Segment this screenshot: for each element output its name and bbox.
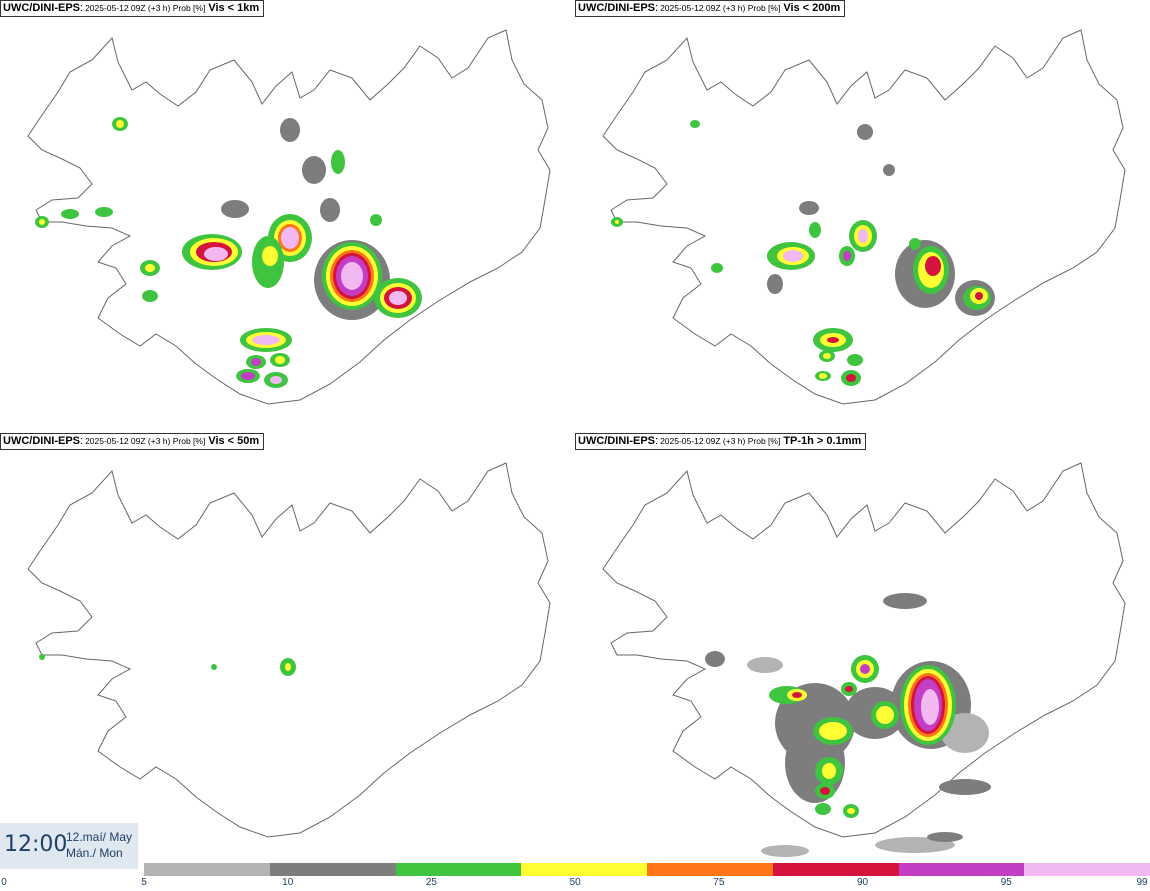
colorbar-segment	[772, 863, 899, 876]
model-label: UWC/DINI-EPS	[3, 2, 80, 14]
colorbar-tick-label: 95	[1000, 877, 1012, 888]
colorbar-ticks: 0 5 10 25 50 75 90 95 99	[0, 877, 1150, 891]
model-label: UWC/DINI-EPS	[3, 435, 80, 447]
param-label: Vis < 200m	[783, 2, 841, 14]
colorbar-tick-label: 90	[857, 877, 869, 888]
colorbar-tick-label: 5	[141, 877, 147, 888]
run-label: 2025-05-12 09Z (+3 h) Prob [%]	[85, 436, 206, 446]
probability-blobs	[611, 120, 995, 386]
colorbar-segment	[395, 863, 522, 876]
colorbar-tick-label: 50	[569, 877, 581, 888]
valid-date: 12.maí/ May	[66, 830, 133, 844]
iceland-map	[602, 29, 1126, 405]
colorbar-tick-label: 0	[1, 877, 7, 888]
run-label: 2025-05-12 09Z (+3 h) Prob [%]	[660, 436, 781, 446]
colorbar-segment	[647, 863, 773, 876]
colorbar-tick-label: 75	[713, 877, 725, 888]
colorbar-tick-label: 25	[425, 877, 437, 888]
param-label: Vis < 1km	[208, 2, 260, 14]
panel-title: UWC/DINI-EPS: 2025-05-12 09Z (+3 h) Prob …	[575, 0, 846, 17]
run-label: 2025-05-12 09Z (+3 h) Prob [%]	[85, 3, 206, 13]
map-panel-vis-200m: UWC/DINI-EPS: 2025-05-12 09Z (+3 h) Prob …	[575, 0, 1150, 440]
panel-title: UWC/DINI-EPS: 2025-05-12 09Z (+3 h) Prob …	[0, 433, 265, 450]
iceland-map	[27, 29, 551, 405]
probability-blobs	[39, 654, 296, 676]
map-panel-vis-1km: UWC/DINI-EPS: 2025-05-12 09Z (+3 h) Prob …	[0, 0, 575, 440]
probability-colorbar	[144, 863, 1150, 876]
model-label: UWC/DINI-EPS	[578, 2, 655, 14]
colorbar-segment	[269, 863, 396, 876]
colorbar-segment	[144, 863, 270, 876]
colorbar-segment	[521, 863, 647, 876]
valid-time: 12:00	[4, 832, 68, 857]
colorbar-segment	[1024, 863, 1150, 876]
param-label: Vis < 50m	[208, 435, 260, 447]
colorbar-tick-label: 10	[282, 877, 294, 888]
iceland-map	[602, 462, 1126, 857]
param-label: TP-1h > 0.1mm	[783, 435, 862, 447]
valid-time-box: 12:00 12.maí/ May Mán./ Mon	[0, 823, 138, 869]
panel-title: UWC/DINI-EPS: 2025-05-12 09Z (+3 h) Prob …	[0, 0, 265, 17]
map-panel-vis-50m: UWC/DINI-EPS: 2025-05-12 09Z (+3 h) Prob …	[0, 433, 575, 873]
iceland-map	[27, 462, 551, 838]
probability-blobs	[705, 593, 991, 857]
probability-blobs	[35, 117, 422, 388]
run-label: 2025-05-12 09Z (+3 h) Prob [%]	[660, 3, 781, 13]
model-label: UWC/DINI-EPS	[578, 435, 655, 447]
colorbar-tick-label: 99	[1136, 877, 1148, 888]
panel-title: UWC/DINI-EPS: 2025-05-12 09Z (+3 h) Prob …	[575, 433, 867, 450]
map-panel-tp-1h: UWC/DINI-EPS: 2025-05-12 09Z (+3 h) Prob …	[575, 433, 1150, 873]
valid-weekday: Mán./ Mon	[66, 846, 123, 860]
colorbar-segment	[898, 863, 1025, 876]
